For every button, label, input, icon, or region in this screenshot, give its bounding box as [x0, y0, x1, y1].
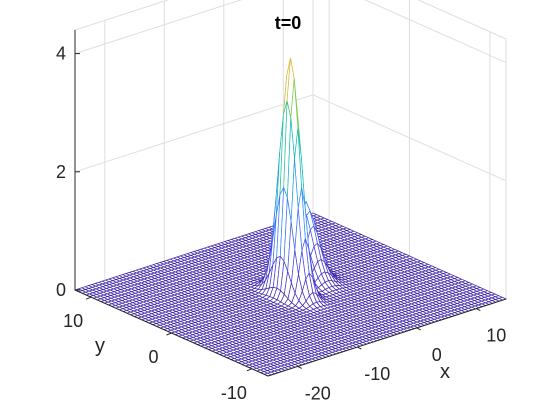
z-tick-label-0: 0	[56, 280, 66, 300]
z-tick-label-2: 4	[56, 44, 66, 64]
z-tick-label-1: 2	[56, 162, 66, 182]
x-tick-label-2: 0	[432, 345, 442, 365]
tick-labels: 0 2 4 -20 -10 0 10 -10 0 10	[56, 44, 506, 404]
wall-top-edge-y	[74, 0, 170, 31]
x-tick-label-1: -10	[364, 364, 390, 384]
x-axis-label: x	[440, 361, 450, 383]
y-tick-mark-1	[166, 332, 172, 336]
x-tick-mark-0	[297, 365, 303, 369]
z-grid-back-2	[74, 0, 243, 55]
surface-mesh	[74, 58, 507, 377]
y-tick-mark-0	[246, 368, 253, 372]
x-tick-mark-1	[357, 346, 362, 350]
y-axis-label: y	[95, 335, 105, 357]
x-axis-line	[267, 298, 507, 377]
y-tick-mark-2	[85, 296, 92, 300]
chart-title: t=0	[275, 13, 302, 33]
x-tick-label-3: 10	[486, 326, 506, 346]
y-tick-label-1: 0	[148, 347, 158, 367]
y-tick-label-0: -10	[221, 383, 247, 403]
x-tick-label-0: -20	[305, 383, 331, 403]
wall-top-edge-x	[417, 0, 507, 40]
x-tick-mark-3	[476, 308, 481, 312]
z-grid-back-1	[74, 94, 314, 173]
y-tick-label-2: 10	[63, 311, 83, 331]
x-tick-mark-2	[416, 327, 422, 331]
